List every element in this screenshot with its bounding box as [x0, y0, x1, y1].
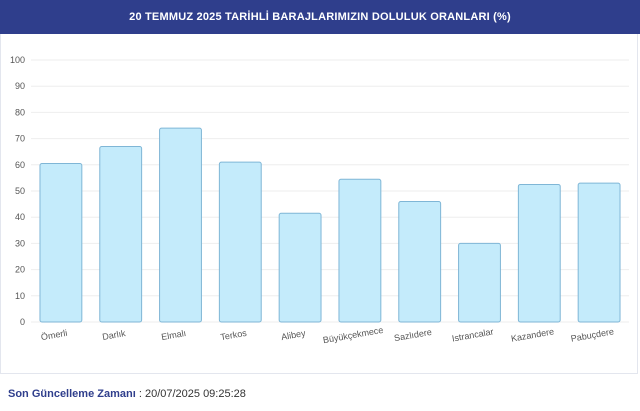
- y-tick-label: 30: [15, 238, 25, 248]
- y-tick-label: 10: [15, 291, 25, 301]
- x-tick-label: Ömerli: [40, 328, 68, 342]
- chart-title: 20 TEMMUZ 2025 TARİHLİ BARAJLARIMIZIN DO…: [129, 11, 511, 23]
- chart-header: 20 TEMMUZ 2025 TARİHLİ BARAJLARIMIZIN DO…: [0, 0, 640, 34]
- bar: [218, 161, 262, 323]
- y-tick-label: 70: [15, 134, 25, 144]
- x-tick-label: Istrancalar: [451, 326, 494, 343]
- y-tick-label: 50: [15, 186, 25, 196]
- bar: [159, 127, 202, 323]
- bar: [458, 242, 501, 323]
- y-tick-label: 90: [15, 81, 25, 91]
- bar: [278, 212, 322, 323]
- y-tick-label: 40: [15, 212, 25, 222]
- bar: [517, 183, 561, 323]
- bar-chart: 0 10 20 30 40 50 60 70 80 90 100 Ömerli Darlık Elmalı…: [10, 55, 629, 345]
- bar: [577, 182, 621, 323]
- y-tick-label: 0: [20, 317, 25, 327]
- y-tick-label: 100: [10, 55, 25, 65]
- last-updated: Son Güncelleme Zamanı : 20/07/2025 09:25…: [8, 388, 246, 400]
- x-tick-label: Sazlıdere: [393, 327, 432, 343]
- bar: [39, 162, 83, 323]
- y-tick-label: 20: [15, 265, 25, 275]
- x-tick-label: Elmalı: [161, 328, 187, 342]
- x-tick-label: Alibey: [280, 328, 306, 342]
- chart-card: 0 10 20 30 40 50 60 70 80 90 100 Ömerli Darlık Elmalı…: [0, 34, 638, 374]
- x-tick-label: Büyükçekmece: [322, 325, 384, 345]
- x-tick-label: Darlık: [101, 328, 126, 342]
- x-tick-label: Terkos: [220, 328, 248, 343]
- bar: [398, 200, 442, 323]
- last-updated-label: Son Güncelleme Zamanı: [8, 388, 136, 400]
- bar: [338, 178, 382, 323]
- x-tick-label: Kazandere: [510, 326, 555, 343]
- bar: [99, 145, 143, 323]
- y-tick-label: 80: [15, 107, 25, 117]
- y-tick-label: 60: [15, 160, 25, 170]
- last-updated-value: 20/07/2025 09:25:28: [144, 388, 246, 400]
- last-updated-separator: :: [138, 388, 142, 400]
- x-tick-label: Pabuçdere: [570, 326, 615, 343]
